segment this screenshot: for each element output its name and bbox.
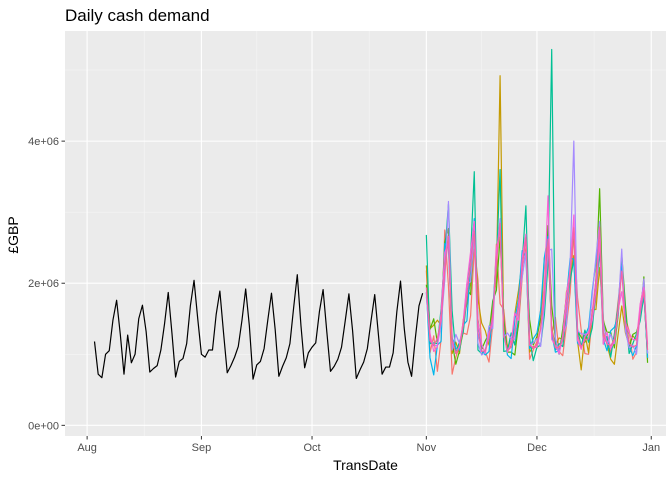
major-gridlines bbox=[65, 31, 666, 436]
y-tick-label: 2e+06 bbox=[28, 278, 59, 290]
y-axis: 0e+00 2e+06 4e+06 bbox=[28, 136, 65, 432]
x-tick-label: Jan bbox=[642, 442, 660, 454]
x-tick-label: Dec bbox=[527, 442, 547, 454]
forecast-series-line-8 bbox=[425, 222, 649, 355]
history-series-group bbox=[93, 274, 424, 380]
x-tick-label: Aug bbox=[77, 442, 97, 454]
chart-title: Daily cash demand bbox=[65, 6, 210, 25]
x-tick-label: Sep bbox=[192, 442, 212, 454]
forecast-series-group bbox=[425, 48, 649, 376]
y-tick-label: 0e+00 bbox=[28, 420, 59, 432]
x-tick-label: Nov bbox=[417, 442, 437, 454]
y-tick-label: 4e+06 bbox=[28, 136, 59, 148]
plot-panel bbox=[65, 31, 666, 436]
x-axis-title: TransDate bbox=[333, 457, 398, 473]
history-series-line bbox=[93, 274, 424, 380]
y-axis-title: £GBP bbox=[5, 216, 21, 253]
x-axis: Aug Sep Oct Nov Dec Jan bbox=[77, 436, 660, 454]
x-tick-label: Oct bbox=[303, 442, 320, 454]
